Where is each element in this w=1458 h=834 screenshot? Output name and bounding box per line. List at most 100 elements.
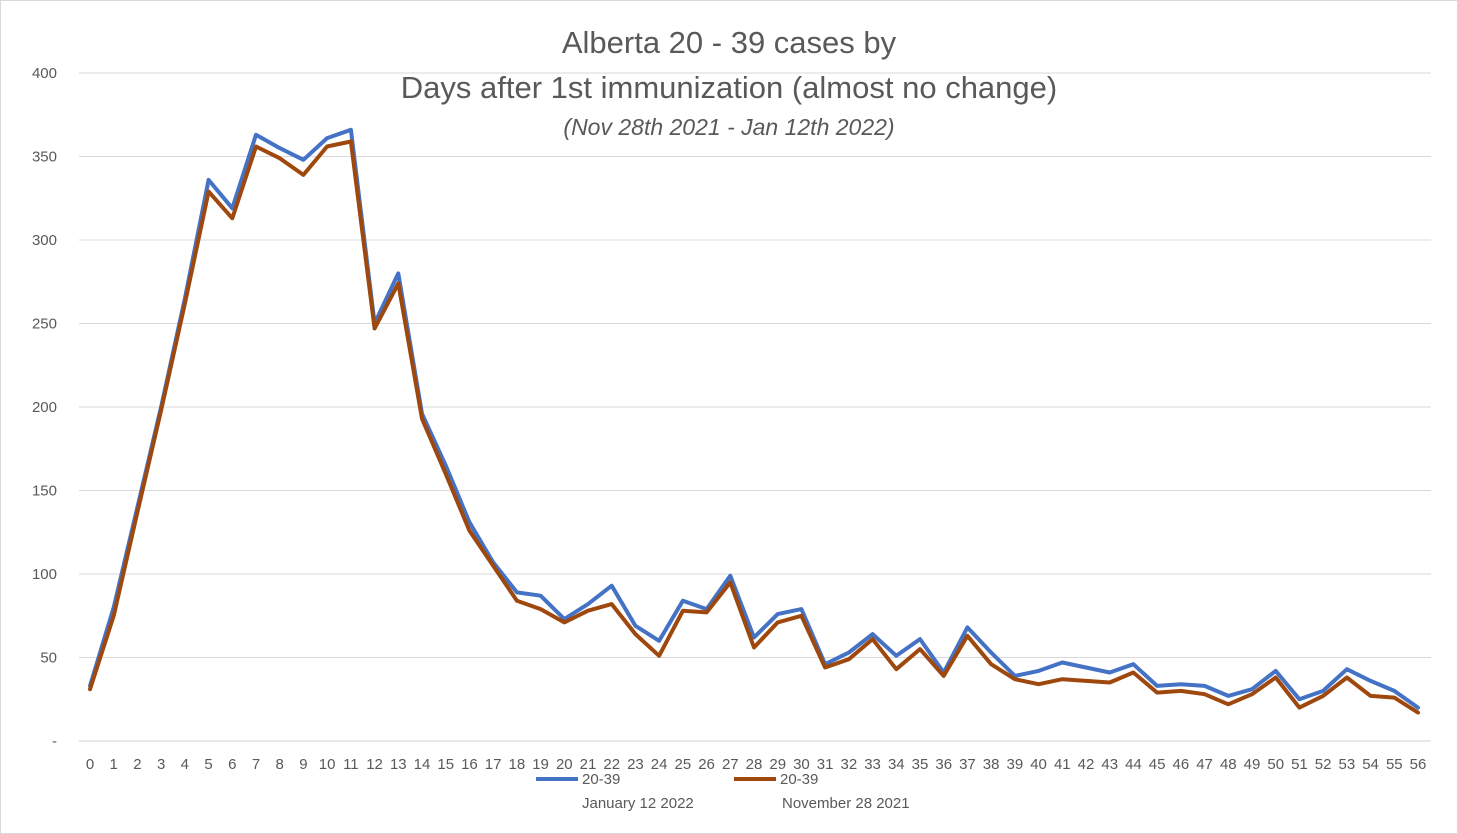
data-point-series-2	[563, 621, 566, 624]
data-point-series-2	[1132, 671, 1135, 674]
data-point-series-1	[1203, 684, 1206, 688]
x-tick-label: 0	[86, 756, 94, 773]
data-point-series-1	[1345, 667, 1349, 671]
data-point-series-2	[1013, 678, 1017, 681]
x-tick-label: 39	[1007, 756, 1024, 773]
data-point-series-1	[610, 584, 613, 587]
x-tick-label: 43	[1101, 756, 1118, 773]
x-tick-label: 49	[1244, 756, 1261, 773]
data-point-series-2	[1179, 689, 1183, 693]
data-point-series-1	[657, 639, 661, 642]
x-tick-label: 8	[276, 756, 284, 773]
data-point-series-2	[966, 634, 969, 637]
x-tick-label: 15	[437, 756, 454, 773]
data-point-series-1	[539, 594, 542, 597]
data-point-series-2	[942, 674, 945, 678]
data-point-series-2	[373, 327, 376, 330]
x-tick-label: 45	[1149, 756, 1166, 773]
data-point-series-2	[1274, 676, 1277, 679]
data-point-series-2	[207, 190, 210, 193]
data-point-series-1	[254, 133, 258, 136]
x-tick-label: 36	[935, 756, 952, 773]
data-point-series-1	[1132, 662, 1135, 666]
x-tick-label: 11	[343, 756, 359, 773]
data-point-series-1	[895, 654, 898, 658]
data-point-series-2	[729, 581, 732, 584]
x-tick-label: 34	[888, 756, 905, 773]
data-point-series-1	[302, 158, 305, 162]
x-tick-label: 1	[110, 756, 118, 773]
x-tick-label: 3	[157, 756, 165, 773]
x-tick-label: 10	[319, 756, 336, 773]
x-tick-label: 42	[1078, 756, 1095, 773]
data-point-series-1	[1155, 684, 1159, 688]
x-tick-label: 44	[1125, 756, 1142, 773]
data-point-series-2	[1227, 703, 1230, 706]
legend-sublabel-series-1: January 12 2022	[582, 795, 694, 812]
x-tick-label: 48	[1220, 756, 1237, 773]
x-tick-label: 51	[1291, 756, 1308, 773]
x-tick-label: 19	[532, 756, 549, 773]
x-tick-label: 38	[983, 756, 1000, 773]
data-point-series-2	[871, 637, 874, 641]
x-tick-label: 9	[299, 756, 307, 773]
x-tick-label: 13	[390, 756, 407, 773]
data-point-series-2	[1393, 696, 1396, 699]
data-point-series-1	[800, 607, 803, 611]
data-point-series-2	[1155, 691, 1159, 694]
data-point-series-1	[1084, 666, 1088, 669]
x-tick-label: 33	[864, 756, 881, 773]
data-point-series-1	[1179, 683, 1183, 686]
x-tick-label: 22	[603, 756, 620, 773]
data-point-series-1	[989, 651, 993, 654]
x-tick-label: 16	[461, 756, 478, 773]
data-point-series-1	[776, 612, 779, 616]
y-tick-label: 50	[40, 650, 57, 667]
data-point-series-2	[586, 609, 590, 612]
data-point-series-2	[610, 602, 613, 606]
x-tick-label: 17	[485, 756, 502, 773]
data-point-series-2	[989, 662, 993, 666]
data-point-series-2	[349, 140, 353, 143]
x-tick-label: 5	[204, 756, 212, 773]
data-point-series-2	[468, 529, 471, 532]
data-point-series-2	[1203, 693, 1206, 696]
data-point-series-1	[586, 602, 590, 606]
data-point-series-1	[1274, 669, 1277, 673]
data-point-series-2	[657, 654, 661, 658]
data-point-series-2	[88, 688, 92, 691]
x-tick-label: 2	[133, 756, 141, 773]
x-tick-label: 26	[698, 756, 715, 773]
data-point-series-2	[1416, 711, 1420, 714]
data-point-series-2	[231, 217, 234, 220]
x-tick-label: 55	[1386, 756, 1403, 773]
data-point-series-1	[444, 464, 447, 467]
data-point-series-1	[1369, 679, 1372, 683]
data-point-series-2	[159, 409, 163, 412]
x-tick-label: 24	[651, 756, 668, 773]
x-tick-label: 29	[769, 756, 786, 773]
data-point-series-2	[823, 666, 827, 669]
data-point-series-2	[254, 145, 258, 148]
y-tick-label: 400	[32, 65, 57, 82]
y-tick-label: 200	[32, 399, 57, 416]
data-point-series-1	[1037, 669, 1040, 673]
data-point-series-2	[776, 621, 779, 624]
legend-label-series-2: 20-39	[780, 771, 818, 788]
data-point-series-1	[1416, 706, 1420, 709]
x-tick-label: 18	[509, 756, 526, 773]
chart-title-line2: Days after 1st immunization (almost no c…	[401, 70, 1057, 105]
x-tick-label: 20	[556, 756, 573, 773]
x-tick-label: 12	[366, 756, 383, 773]
y-tick-label: 300	[32, 232, 57, 249]
data-point-series-1	[847, 651, 851, 654]
x-tick-label: 53	[1339, 756, 1356, 773]
data-point-series-1	[752, 636, 756, 639]
legend-sublabel-series-2: November 28 2021	[782, 795, 910, 812]
x-tick-label: 50	[1267, 756, 1284, 773]
data-point-series-2	[420, 417, 424, 420]
data-point-series-2	[681, 609, 685, 612]
legend: 20-39 January 12 2022 20-39 November 28 …	[536, 771, 910, 812]
x-tick-label: 46	[1173, 756, 1190, 773]
